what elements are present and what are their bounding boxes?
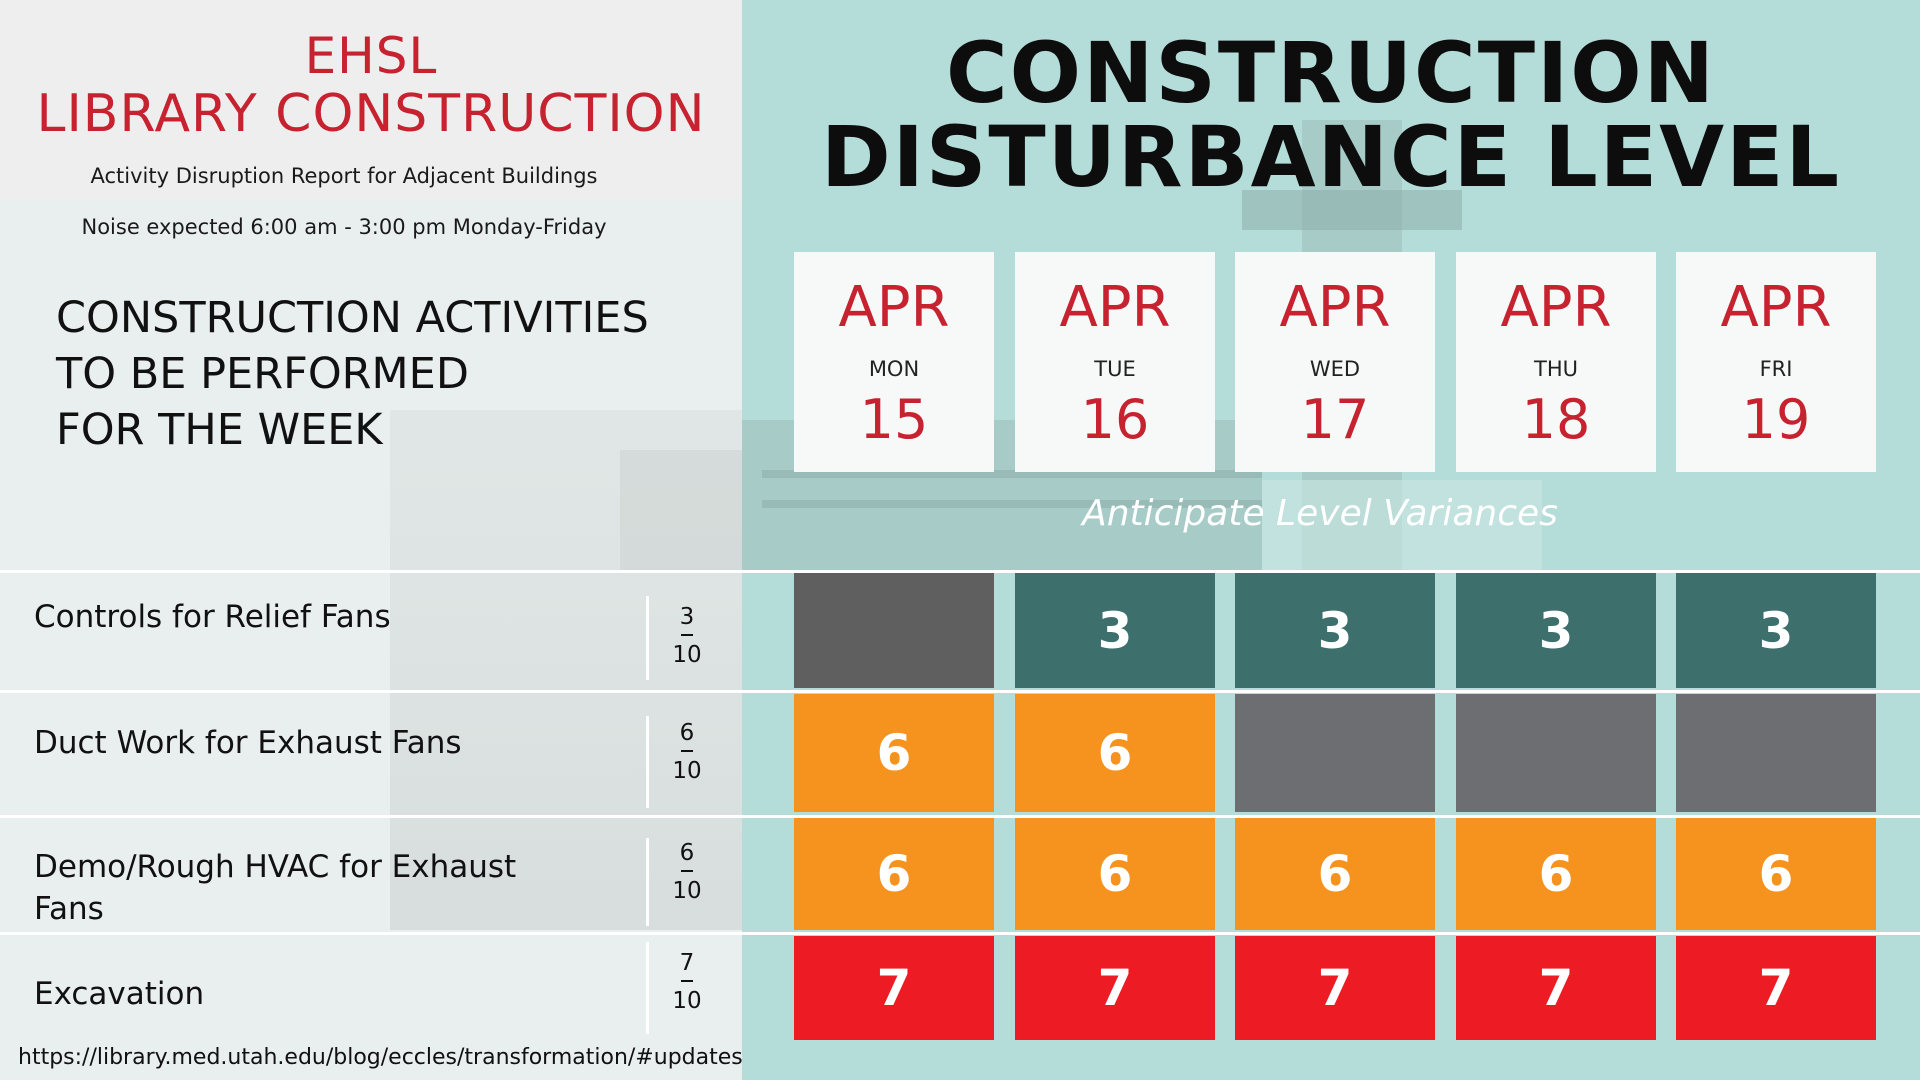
disturbance-cell-wed: 3 (1235, 573, 1435, 688)
row-divider (0, 570, 1920, 573)
level-value: 6 (679, 840, 695, 866)
activities-heading: CONSTRUCTION ACTIVITIES TO BE PERFORMED … (56, 290, 716, 458)
date-weekday: FRI (1759, 357, 1793, 381)
fraction-bar (681, 750, 693, 752)
activity-level-fraction: 7 10 (665, 950, 709, 1014)
row-label-divider (646, 942, 649, 1034)
disturbance-cell-thu: 7 (1456, 936, 1656, 1040)
activities-heading-line: FOR THE WEEK (56, 405, 383, 455)
activity-name: Excavation (34, 976, 205, 1012)
background-photo-detail (620, 450, 742, 570)
background-photo-sculpture-ring (1242, 190, 1462, 230)
row-divider (0, 690, 1920, 693)
date-card-mon: APR MON 15 (794, 252, 994, 472)
brand-title-library-construction: LIBRARY CONSTRUCTION (36, 84, 706, 144)
level-max: 10 (672, 758, 702, 784)
main-title-line-2: DISTURBANCE LEVEL (820, 108, 1842, 206)
date-card-thu: APR THU 18 (1456, 252, 1656, 472)
left-panel (0, 0, 742, 1080)
date-card-fri: APR FRI 19 (1676, 252, 1876, 472)
disturbance-cell-mon: 6 (794, 818, 994, 930)
disturbance-cell-wed: 7 (1235, 936, 1435, 1040)
disturbance-cell-fri (1676, 694, 1876, 812)
background-photo-window-row (762, 500, 1262, 508)
date-weekday: THU (1534, 357, 1578, 381)
background-photo-plaza (1262, 480, 1542, 570)
disturbance-cell-thu: 3 (1456, 573, 1656, 688)
row-label-divider (646, 596, 649, 680)
report-subtitle: Activity Disruption Report for Adjacent … (90, 164, 598, 188)
date-day: 16 (1080, 388, 1150, 451)
variance-note: Anticipate Level Variances (1082, 493, 1558, 534)
date-day: 18 (1521, 388, 1591, 451)
row-label-divider (646, 716, 649, 808)
fraction-bar (681, 980, 693, 982)
disturbance-cell-tue: 3 (1015, 573, 1215, 688)
date-card-tue: APR TUE 16 (1015, 252, 1215, 472)
disturbance-cell-fri: 7 (1676, 936, 1876, 1040)
date-weekday: TUE (1094, 357, 1136, 381)
row-label-divider (646, 838, 649, 926)
disturbance-cell-tue: 7 (1015, 936, 1215, 1040)
level-value: 6 (679, 720, 695, 746)
disturbance-cell-fri: 3 (1676, 573, 1876, 688)
disturbance-cell-mon: 7 (794, 936, 994, 1040)
main-title-line-1: CONSTRUCTION (946, 24, 1716, 122)
row-divider (0, 815, 1920, 818)
row-divider (0, 932, 1920, 935)
disturbance-cell-thu: 6 (1456, 818, 1656, 930)
activity-name: Duct Work for Exhaust Fans (34, 725, 462, 761)
date-weekday: MON (868, 357, 920, 381)
date-month: APR (1279, 275, 1391, 340)
date-month: APR (838, 275, 950, 340)
activity-level-fraction: 6 10 (665, 840, 709, 904)
activity-name: Demo/Rough HVAC for Exhaust Fans (34, 849, 517, 927)
level-max: 10 (672, 988, 702, 1014)
level-max: 10 (672, 878, 702, 904)
level-value: 7 (679, 950, 695, 976)
brand-title-ehsl: EHSL (304, 27, 438, 85)
activity-level-fraction: 3 10 (665, 604, 709, 668)
disturbance-cell-tue: 6 (1015, 818, 1215, 930)
activity-level-fraction: 6 10 (665, 720, 709, 784)
disturbance-cell-wed (1235, 694, 1435, 812)
date-card-wed: APR WED 17 (1235, 252, 1435, 472)
activities-heading-line: TO BE PERFORMED (56, 349, 469, 399)
date-day: 19 (1741, 388, 1811, 451)
date-day: 17 (1300, 388, 1370, 451)
disturbance-cell-fri: 6 (1676, 818, 1876, 930)
disturbance-cell-mon (794, 573, 994, 688)
noise-schedule-note: Noise expected 6:00 am - 3:00 pm Monday-… (81, 215, 607, 239)
disturbance-cell-mon: 6 (794, 694, 994, 812)
header-band (0, 0, 742, 200)
date-month: APR (1059, 275, 1171, 340)
level-value: 3 (679, 604, 695, 630)
date-weekday: WED (1309, 357, 1361, 381)
date-day: 15 (859, 388, 929, 451)
updates-link[interactable]: https://library.med.utah.edu/blog/eccles… (18, 1045, 743, 1070)
background-photo-window-row (762, 470, 1262, 478)
fraction-bar (681, 870, 693, 872)
disturbance-cell-wed: 6 (1235, 818, 1435, 930)
activity-name: Controls for Relief Fans (34, 599, 391, 635)
disturbance-cell-thu (1456, 694, 1656, 812)
date-month: APR (1500, 275, 1612, 340)
date-month: APR (1720, 275, 1832, 340)
fraction-bar (681, 634, 693, 636)
disturbance-cell-tue: 6 (1015, 694, 1215, 812)
level-max: 10 (672, 642, 702, 668)
activities-heading-line: CONSTRUCTION ACTIVITIES (56, 293, 649, 343)
